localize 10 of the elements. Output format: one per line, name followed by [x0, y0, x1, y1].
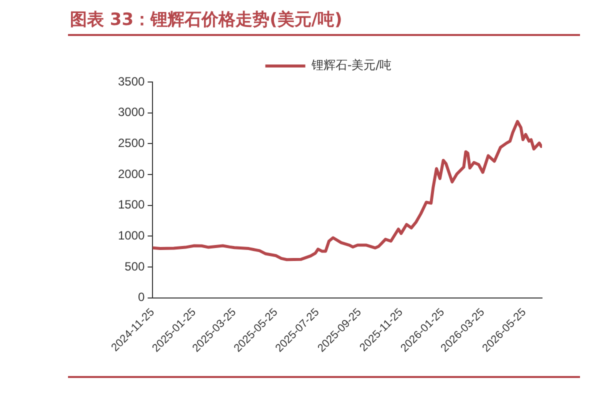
y-tick-label: 1000 — [118, 228, 146, 243]
y-tick-label: 2000 — [118, 166, 146, 181]
y-tick-label: 1500 — [118, 198, 146, 212]
y-tick-label: 2500 — [118, 136, 146, 150]
legend-label: 锂辉石-美元/吨 — [310, 58, 392, 72]
y-tick-label: 3000 — [118, 105, 146, 120]
chart-title: 图表 33：锂辉石价格走势(美元/吨) — [70, 9, 342, 31]
y-tick-label: 3500 — [118, 74, 146, 88]
y-tick-label: 500 — [124, 259, 146, 274]
y-tick-label: 0 — [138, 290, 146, 304]
